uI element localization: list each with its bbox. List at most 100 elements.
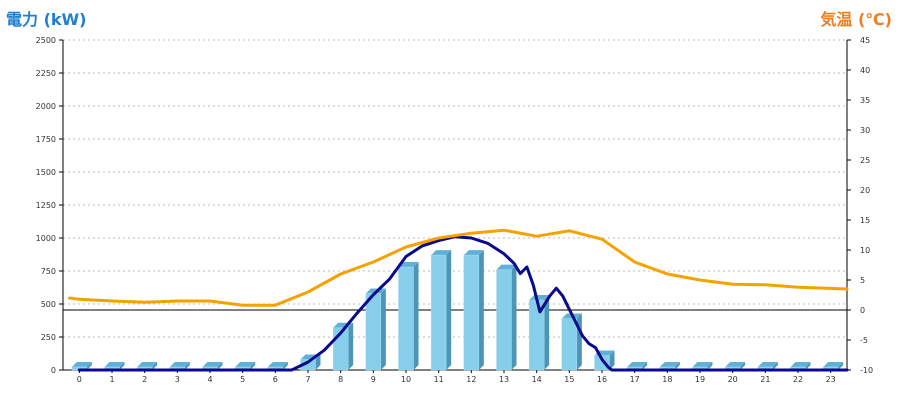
right-tick-label: 45 [860,36,870,45]
x-tick-label: 15 [564,375,574,384]
x-tick-label: 13 [499,375,509,384]
x-tick-label: 20 [728,375,738,384]
left-tick-label: 0 [51,366,56,375]
bar-side [740,362,746,370]
bar-top [267,362,288,367]
left-tick-label: 250 [41,333,56,342]
bar [463,254,480,371]
x-tick-label: 14 [532,375,542,384]
bar-top [496,264,517,270]
x-tick-label: 5 [240,375,245,384]
right-tick-label: 0 [860,306,865,315]
right-tick-label: 20 [860,186,870,195]
bar-top [463,250,484,256]
bar-top [169,362,190,367]
left-tick-label: 1500 [36,168,56,177]
left-tick-label: 750 [41,267,56,276]
bar-top [529,295,550,301]
right-tick-label: -5 [860,336,868,345]
x-tick-label: 6 [273,375,278,384]
x-tick-label: 11 [434,375,444,384]
bar-top [398,262,419,268]
right-tick-label: 30 [860,126,870,135]
x-tick-label: 7 [305,375,310,384]
left-axis-title: 電力 (kW) [6,10,87,29]
x-tick-label: 17 [630,375,640,384]
bar-side [348,322,354,370]
bar-side [119,362,125,370]
right-tick-label: 35 [860,96,870,105]
bar-top [137,362,158,367]
bar-side [380,288,386,370]
bar-side [282,362,288,370]
x-tick-label: 23 [826,375,836,384]
bar-side [86,362,92,370]
bar [496,269,512,371]
left-tick-label: 2000 [36,102,56,111]
bar-side [413,262,419,370]
right-tick-label: 40 [860,66,870,75]
bar-top [823,362,844,367]
bar-side [609,350,615,370]
right-tick-label: 15 [860,216,870,225]
right-tick-label: 25 [860,156,870,165]
x-tick-label: 2 [142,375,147,384]
bar-top [692,362,713,367]
bar-top [627,362,648,367]
x-tick-label: 19 [695,375,705,384]
bar-side [511,264,517,370]
left-tick-label: 2500 [36,36,56,45]
x-tick-label: 10 [401,375,411,384]
x-tick-label: 8 [338,375,343,384]
bar-top [659,362,680,367]
x-tick-label: 1 [109,375,114,384]
right-tick-label: 5 [860,276,865,285]
bar-side [315,354,321,370]
bar-side [838,362,844,370]
bar-top [235,362,256,367]
right-tick-label: 10 [860,246,870,255]
bar-side [152,362,158,370]
bar-side [674,362,680,370]
bar-top [757,362,778,367]
left-tick-label: 2250 [36,69,56,78]
right-axis-title: 気温 (℃) [820,10,892,29]
left-tick-label: 500 [41,300,56,309]
x-tick-label: 12 [466,375,476,384]
bar-top [725,362,746,367]
left-tick-label: 1750 [36,135,56,144]
bar-side [544,295,550,370]
temperature-line [68,228,849,307]
x-tick-label: 18 [662,375,672,384]
bar-top [790,362,811,367]
bar-side [642,362,648,370]
bar-side [217,362,223,370]
bar-top [202,362,223,367]
left-tick-label: 1000 [36,234,56,243]
power-line [77,235,849,372]
bar-side [184,362,190,370]
bar-side [250,362,256,370]
bar-side [707,362,713,370]
bar-side [772,362,778,370]
x-tick-label: 9 [371,375,376,384]
bar-top [104,362,125,367]
bar-side [478,250,484,370]
bar-side [576,313,582,370]
bar-top [431,250,452,256]
x-tick-label: 22 [793,375,803,384]
x-tick-label: 21 [760,375,770,384]
x-tick-label: 4 [207,375,212,384]
bar [365,293,382,371]
bar [561,318,578,371]
left-tick-label: 1250 [36,201,56,210]
bar-side [446,250,452,370]
bar-side [805,362,811,370]
x-tick-label: 16 [597,375,607,384]
x-tick-label: 3 [175,375,180,384]
bar [430,254,447,371]
x-tick-label: 0 [77,375,82,384]
bar-top [71,362,92,367]
